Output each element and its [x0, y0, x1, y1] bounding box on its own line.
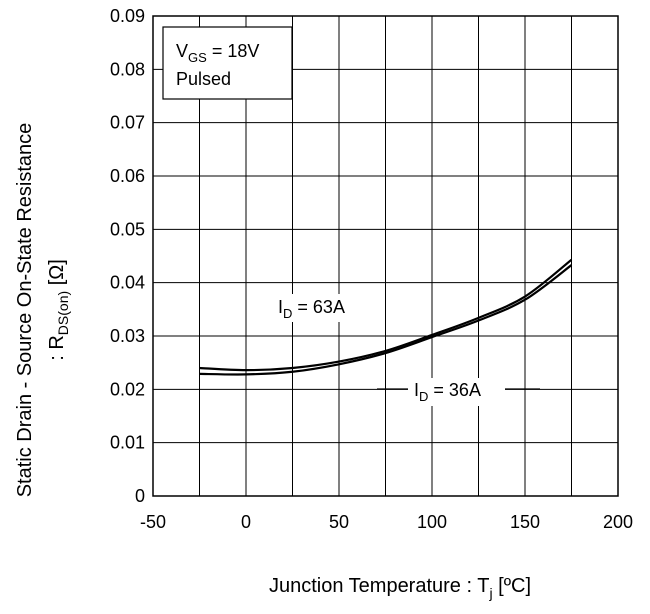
y-tick-label: 0.04 — [110, 273, 145, 293]
y-tick-label: 0.09 — [110, 6, 145, 26]
series-label-63a: ID = 63A — [278, 297, 345, 321]
x-tick-labels: -50 0 50 100 150 200 — [140, 512, 633, 532]
x-tick-label: 100 — [417, 512, 447, 532]
label-36a-background — [408, 378, 505, 406]
pulsed-condition: Pulsed — [176, 69, 231, 89]
y-tick-label: 0 — [135, 486, 145, 506]
y-axis-title-line2: : RDS(on) [Ω] — [46, 259, 71, 361]
series-line-36a — [199, 264, 573, 376]
x-axis-title: Junction Temperature : Tj [ºC] — [269, 575, 531, 601]
x-tick-label: 50 — [329, 512, 349, 532]
y-tick-label: 0.03 — [110, 326, 145, 346]
x-tick-label: 200 — [603, 512, 633, 532]
plot-area-frame — [152, 15, 619, 497]
y-axis-title-line1: Static Drain - Source On-State Resistanc… — [14, 123, 36, 498]
x-tick-label: 0 — [241, 512, 251, 532]
y-tick-labels: 0 0.01 0.02 0.03 0.04 0.05 0.06 0.07 0.08 0.09 — [110, 6, 145, 506]
series-lines — [199, 258, 573, 376]
grid-lines — [153, 16, 618, 496]
conditions-box — [162, 26, 293, 100]
label-63a-background — [272, 294, 372, 322]
series-label-36a: ID = 36A — [414, 380, 481, 404]
vgs-condition: VGS = 18V — [176, 41, 259, 65]
y-tick-label: 0.07 — [110, 113, 145, 133]
series-line-63a — [199, 258, 573, 372]
x-tick-label: -50 — [140, 512, 166, 532]
y-tick-label: 0.08 — [110, 59, 145, 79]
y-tick-label: 0.01 — [110, 433, 145, 453]
y-tick-label: 0.02 — [110, 379, 145, 399]
y-tick-label: 0.05 — [110, 219, 145, 239]
y-tick-label: 0.06 — [110, 166, 145, 186]
x-tick-label: 150 — [510, 512, 540, 532]
